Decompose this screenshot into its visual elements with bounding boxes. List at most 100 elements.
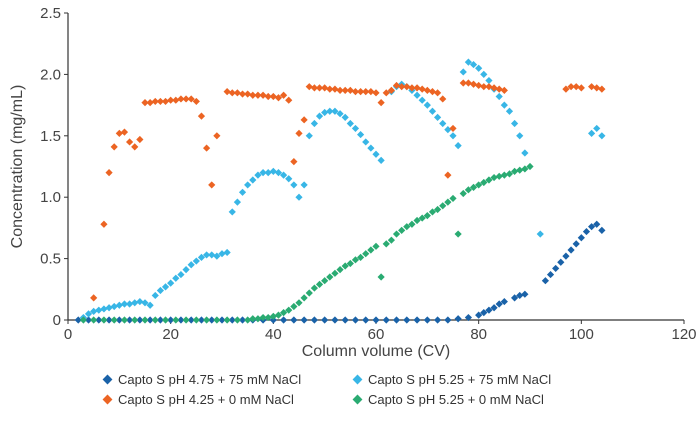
data-point-series-2 bbox=[367, 144, 375, 152]
data-point-series-4 bbox=[141, 316, 149, 324]
data-point-series-2 bbox=[151, 291, 159, 300]
data-point-series-4 bbox=[434, 205, 442, 214]
data-point-series-4 bbox=[280, 309, 288, 317]
data-point-series-2 bbox=[264, 169, 272, 177]
data-point-series-2 bbox=[459, 68, 467, 76]
data-point-series-4 bbox=[511, 167, 519, 176]
data-point-series-4 bbox=[459, 189, 467, 198]
data-point-series-1 bbox=[464, 313, 472, 322]
data-point-series-2 bbox=[362, 138, 370, 146]
data-point-series-3 bbox=[259, 91, 267, 99]
data-point-series-4 bbox=[500, 171, 508, 179]
data-point-series-2 bbox=[161, 283, 170, 291]
data-point-series-3 bbox=[444, 171, 452, 179]
data-point-series-2 bbox=[249, 176, 257, 184]
data-point-series-1 bbox=[208, 316, 216, 324]
data-point-series-2 bbox=[213, 252, 221, 260]
data-point-series-4 bbox=[285, 306, 293, 314]
data-point-series-2 bbox=[351, 124, 360, 133]
data-point-series-2 bbox=[588, 129, 596, 137]
data-point-series-3 bbox=[357, 87, 365, 96]
data-point-series-2 bbox=[428, 107, 437, 115]
legend-item-series-4: Capto S pH 5.25 + 0 mM NaCl bbox=[352, 392, 597, 407]
data-point-series-3 bbox=[459, 79, 467, 87]
data-point-series-3 bbox=[392, 81, 401, 90]
data-point-series-4 bbox=[351, 256, 360, 264]
data-point-series-1 bbox=[541, 277, 549, 285]
data-point-series-2 bbox=[300, 181, 308, 189]
data-point-series-3 bbox=[105, 169, 113, 177]
data-point-series-2 bbox=[177, 270, 185, 279]
data-point-series-1 bbox=[177, 316, 185, 324]
data-point-series-1 bbox=[321, 316, 329, 324]
data-point-series-2 bbox=[223, 248, 231, 257]
data-point-series-4 bbox=[244, 316, 252, 324]
data-point-series-2 bbox=[469, 60, 478, 69]
data-point-series-4 bbox=[408, 220, 416, 228]
data-point-series-4 bbox=[485, 176, 493, 184]
data-point-series-3 bbox=[315, 84, 324, 92]
data-point-series-4 bbox=[454, 230, 462, 238]
data-point-series-1 bbox=[454, 315, 462, 323]
scatter-chart: 0 0.5 1.0 1.5 2.0 2.5 0 20 40 60 80 100 120 Column v… bbox=[9, 5, 697, 360]
data-point-series-4 bbox=[326, 273, 334, 281]
data-point-series-3 bbox=[562, 85, 570, 93]
data-point-series-4 bbox=[367, 246, 375, 254]
data-point-series-1 bbox=[197, 316, 206, 324]
data-point-series-3 bbox=[485, 83, 493, 91]
data-point-series-4 bbox=[223, 316, 231, 324]
y-tick-label: 1.0 bbox=[40, 189, 61, 206]
data-point-series-2 bbox=[295, 193, 303, 201]
data-point-series-2 bbox=[233, 198, 241, 206]
data-point-series-1 bbox=[475, 311, 483, 319]
data-point-series-1 bbox=[598, 226, 606, 234]
data-point-series-2 bbox=[454, 142, 462, 150]
data-point-series-2 bbox=[505, 107, 514, 115]
data-point-series-4 bbox=[357, 253, 365, 261]
data-point-series-2 bbox=[172, 274, 180, 282]
data-point-series-4 bbox=[413, 216, 421, 225]
data-point-series-2 bbox=[377, 156, 385, 164]
data-point-series-2 bbox=[500, 101, 508, 109]
data-point-series-3 bbox=[126, 138, 134, 146]
data-point-series-1 bbox=[562, 252, 570, 260]
data-point-series-3 bbox=[300, 116, 308, 124]
data-point-series-1 bbox=[74, 316, 82, 324]
data-point-series-2 bbox=[110, 302, 118, 311]
x-tick-label: 100 bbox=[569, 326, 594, 343]
data-point-series-3 bbox=[572, 83, 580, 91]
data-point-series-2 bbox=[516, 132, 524, 140]
data-point-series-3 bbox=[382, 89, 390, 97]
data-point-series-4 bbox=[469, 183, 478, 191]
y-tick-label: 2.5 bbox=[40, 5, 61, 22]
data-point-series-1 bbox=[413, 316, 421, 324]
data-point-series-4 bbox=[526, 162, 534, 171]
data-point-series-2 bbox=[331, 107, 339, 115]
data-point-series-4 bbox=[346, 259, 354, 268]
data-point-series-1 bbox=[290, 316, 298, 324]
data-point-series-4 bbox=[305, 289, 313, 297]
data-point-series-2 bbox=[310, 119, 318, 128]
data-point-series-4 bbox=[161, 316, 170, 324]
y-axis-title: Concentration (mg/mL) bbox=[9, 85, 26, 249]
data-point-series-4 bbox=[203, 316, 211, 324]
data-point-series-1 bbox=[218, 316, 226, 324]
data-point-series-3 bbox=[290, 157, 298, 166]
data-point-series-3 bbox=[387, 86, 395, 94]
data-point-series-3 bbox=[398, 83, 406, 91]
data-point-series-3 bbox=[146, 99, 154, 107]
data-point-series-3 bbox=[413, 84, 421, 92]
data-point-series-3 bbox=[167, 96, 175, 104]
data-point-series-3 bbox=[151, 97, 159, 106]
data-point-series-4 bbox=[254, 315, 262, 323]
data-point-series-3 bbox=[346, 86, 354, 94]
data-point-series-3 bbox=[244, 90, 252, 98]
data-point-series-1 bbox=[546, 270, 555, 279]
y-tick-label: 1.5 bbox=[40, 128, 61, 145]
data-point-series-1 bbox=[521, 290, 529, 298]
data-point-series-1 bbox=[582, 227, 591, 236]
data-point-series-1 bbox=[552, 264, 560, 273]
data-point-series-1 bbox=[84, 316, 93, 324]
legend-swatch-series-3 bbox=[102, 394, 113, 405]
data-point-series-2 bbox=[100, 305, 108, 313]
